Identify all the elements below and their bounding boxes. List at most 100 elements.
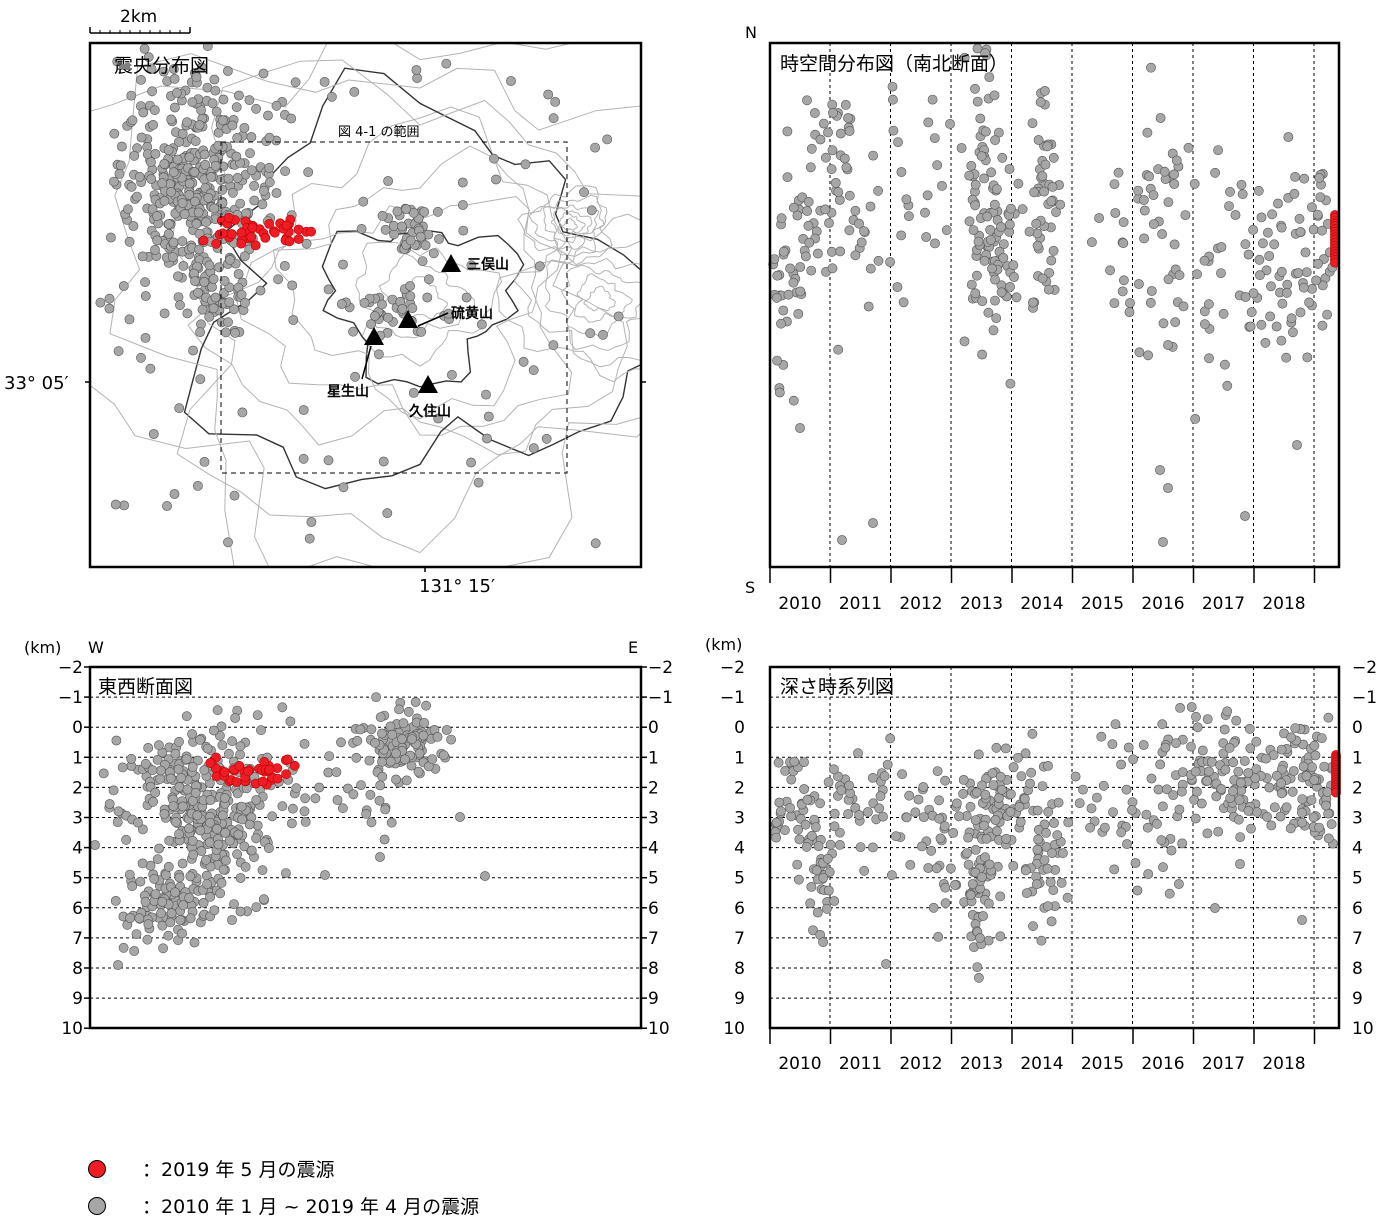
map-epicenter (482, 434, 491, 443)
ns-epicenter (1181, 211, 1190, 220)
ns-epicenter (1043, 142, 1052, 151)
map-epicenter-may2019 (270, 228, 279, 237)
ew-hypocenter (214, 840, 223, 849)
depth-tick-label: 9 (1352, 989, 1363, 1009)
dt-hypocenter (1270, 803, 1279, 812)
map-epicenter (218, 198, 227, 207)
dt-hypocenter (1178, 839, 1187, 848)
dt-hypocenter (1054, 798, 1063, 807)
ew-hypocenter (336, 738, 345, 747)
dt-hypocenter (1009, 763, 1018, 772)
ns-epicenter (801, 252, 810, 261)
dt-hypocenter (927, 846, 936, 855)
dt-hypocenter (1217, 784, 1226, 793)
ew-hypocenter (381, 805, 390, 814)
map-epicenter (200, 150, 209, 159)
ns-epicenter (1296, 227, 1305, 236)
ns-epicenter (999, 253, 1008, 262)
map-epicenter (247, 166, 256, 175)
dt-hypocenter (949, 828, 958, 837)
ew-hypocenter (148, 766, 157, 775)
dt-hypocenter (971, 816, 980, 825)
ew-hypocenter-may2019 (232, 777, 241, 786)
ew-hypocenter (151, 890, 160, 899)
ns-epicenter (1005, 282, 1014, 291)
depth-tick-label: 1 (734, 748, 745, 768)
map-epicenter (433, 207, 442, 216)
dt-hypocenter (830, 809, 839, 818)
ns-epicenter (819, 119, 828, 128)
map-epicenter (192, 219, 201, 228)
ns-epicenter (1146, 63, 1155, 72)
dt-hypocenter (1299, 762, 1308, 771)
ew-hypocenter (264, 844, 273, 853)
ew-hypocenter (186, 872, 195, 881)
map-epicenter-may2019 (251, 241, 260, 250)
ns-epicenter (1018, 205, 1027, 214)
ns-epicenter (1204, 300, 1213, 309)
dt-hypocenter (1165, 889, 1174, 898)
ns-epicenter (1224, 202, 1233, 211)
ew-hypocenter (156, 766, 165, 775)
ns-epicenter (807, 144, 816, 153)
ns-epicenter (868, 518, 877, 527)
dt-hypocenter (1152, 819, 1161, 828)
dt-hypocenter (774, 758, 783, 767)
map-epicenter (586, 329, 595, 338)
ns-epicenter (986, 225, 995, 234)
ns-epicenter (1139, 195, 1148, 204)
scale-bar: 2km (90, 7, 190, 33)
ns-epicenter (971, 180, 980, 189)
dt-hypocenter (1032, 880, 1041, 889)
dt-hypocenter (1297, 915, 1306, 924)
dt-hypocenter (1040, 856, 1049, 865)
dt-hypocenter (966, 802, 975, 811)
ns-epicenter (930, 239, 939, 248)
ew-hypocenter (171, 888, 180, 897)
dt-hypocenter (1171, 739, 1180, 748)
ew-hypocenter (176, 915, 185, 924)
dt-hypocenter (919, 813, 928, 822)
dt-x-axis: 2010 2011 2012 2013 2014 2015 2016 2017 2018 (770, 1028, 1315, 1074)
ew-hypocenter (380, 835, 389, 844)
ew-hypocenter (237, 802, 246, 811)
dt-hypocenter (1267, 821, 1276, 830)
map-epicenter (110, 129, 119, 138)
dt-hypocenter (844, 809, 853, 818)
ew-hypocenter (111, 896, 120, 905)
ns-epicenter (893, 282, 902, 291)
dt-hypocenter (878, 812, 887, 821)
legend-item-previous: ：2010 年 1 月 ~ 2019 年 4 月の震源 (88, 1192, 479, 1219)
ew-hypocenter-may2019 (283, 755, 292, 764)
depth-tick-label: 6 (1352, 899, 1363, 919)
ew-section-panel: 東西断面図 (km) W E −2 −2−1 −10 01 12 23 34 45 56 67 78… (24, 638, 673, 1039)
depth-tick-label: 4 (1352, 839, 1363, 859)
ns-epicenter (828, 264, 837, 273)
ns-epicenter (1277, 267, 1286, 276)
dt-title: 深さ時系列図 (780, 676, 894, 698)
dt-hypocenter (1043, 864, 1052, 873)
map-epicenter (467, 458, 476, 467)
ns-epicenter (1047, 256, 1056, 265)
dt-hypocenter (1108, 808, 1117, 817)
ew-hypocenter (165, 836, 174, 845)
ns-epicenter (784, 290, 793, 299)
dt-hypocenter (1129, 755, 1138, 764)
dt-hypocenter (1178, 768, 1187, 777)
ew-hypocenter (301, 794, 310, 803)
map-epicenter (378, 211, 387, 220)
legend-item-may2019: ：2019 年 5 月の震源 (88, 1155, 335, 1182)
dt-hypocenter (807, 882, 816, 891)
ns-epicenter (1219, 309, 1228, 318)
map-epicenter (193, 481, 202, 490)
map-epicenter (240, 123, 249, 132)
ew-hypocenter (197, 846, 206, 855)
map-epicenter (195, 245, 204, 254)
ns-epicenter (796, 287, 805, 296)
ns-epicenter (1266, 312, 1275, 321)
ns-epicenter (1268, 210, 1277, 219)
dt-hypocenter (819, 873, 828, 882)
map-epicenter (320, 77, 329, 86)
map-epicenter (190, 197, 199, 206)
ns-epicenter (1146, 298, 1155, 307)
